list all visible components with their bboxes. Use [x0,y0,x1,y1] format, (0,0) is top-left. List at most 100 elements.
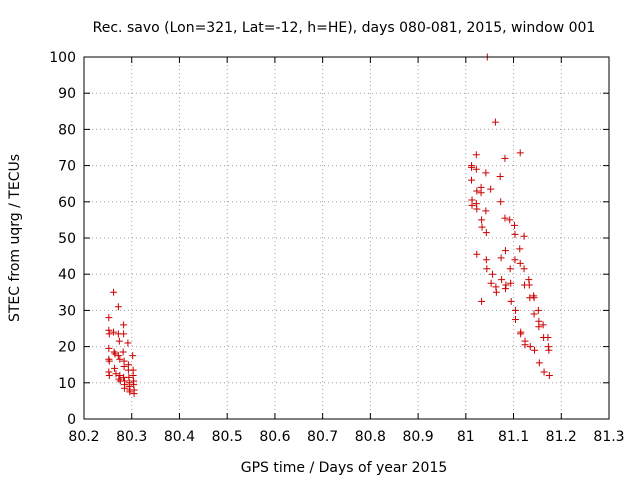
y-axis-label: STEC from uqrg / TECUs [7,154,23,322]
data-point [473,250,481,258]
data-point [497,198,505,206]
data-point [534,306,542,314]
data-point [483,265,491,273]
y-tick-label: 70 [58,159,76,175]
data-point [506,265,514,273]
data-point [544,334,552,342]
data-point [501,214,509,222]
data-point [501,247,509,255]
data-point [473,205,481,213]
data-point [105,372,113,380]
x-tick-label: 80.5 [212,429,243,445]
data-point [482,169,490,177]
y-tick-label: 40 [58,267,76,283]
data-point [115,337,123,345]
y-tick-label: 50 [58,231,76,247]
y-tick-label: 0 [67,412,76,428]
x-tick-label: 80.8 [355,429,386,445]
tick-labels: 80.2 80.3 80.4 80.5 80.6 80.7 80.8 80.9 81 81.1 81… [49,50,624,445]
data-point [511,315,519,323]
data-point [111,350,119,358]
grid-lines [84,57,609,419]
x-tick-label: 81.2 [546,429,577,445]
data-point [516,149,524,157]
data-point [120,363,128,371]
y-tick-label: 30 [58,303,76,319]
data-point [535,323,543,331]
data-point [491,118,499,126]
axis-ticks [83,56,610,420]
y-tick-label: 90 [58,86,76,102]
data-point [507,279,515,287]
data-point [477,189,485,197]
data-point [105,330,113,338]
data-point [501,154,509,162]
data-point [468,163,476,171]
data-point [468,201,476,209]
data-point [539,321,547,329]
data-point [511,230,519,238]
chart-title: Rec. savo (Lon=321, Lat=-12, h=HE), days… [93,20,596,36]
data-point [545,372,553,380]
data-point [531,346,539,354]
data-point [120,330,128,338]
data-point [112,370,120,378]
data-point [482,229,490,237]
y-tick-label: 20 [58,340,76,356]
x-tick-label: 80.3 [116,429,147,445]
y-tick-label: 10 [58,376,76,392]
x-tick-label: 80.2 [68,429,99,445]
data-point [110,288,118,296]
data-point [497,254,505,262]
x-tick-label: 80.9 [403,429,434,445]
x-axis-label: GPS time / Days of year 2015 [241,460,448,476]
data-point [105,314,113,322]
plot-frame [83,56,610,420]
data-point [473,187,481,195]
data-point [520,265,528,273]
data-point [468,176,476,184]
data-point [124,339,132,347]
data-point [511,256,519,264]
data-point [105,357,113,365]
data-point [535,359,543,367]
x-tick-label: 80.4 [164,429,195,445]
data-point [115,375,123,383]
x-tick-label: 81 [457,429,475,445]
data-point [472,151,480,159]
data-point [511,221,518,229]
data-point [121,384,129,392]
data-point [545,346,553,354]
data-point [114,352,122,360]
data-point [540,368,548,376]
data-point [110,328,118,336]
data-point [520,232,528,240]
data-point [472,165,480,173]
y-tick-label: 100 [49,50,76,66]
x-tick-label: 80.6 [259,429,290,445]
data-point [105,344,113,352]
data-point [511,306,519,314]
data-point [489,270,497,278]
data-point [119,348,127,356]
data-point [516,259,524,267]
data-point [526,343,534,351]
data-point [111,364,119,372]
x-tick-label: 81.1 [498,429,529,445]
data-point [478,297,486,305]
data-point [114,303,122,311]
data-point [506,216,514,224]
data-point [525,281,533,289]
data-point [496,172,504,180]
data-point [126,388,134,396]
data-point [530,294,538,302]
data-point [482,256,490,264]
data-point [487,279,495,287]
data-point [492,288,500,296]
data-point [507,297,515,305]
y-tick-label: 60 [58,195,76,211]
data-points [105,53,553,398]
y-tick-label: 80 [58,122,76,138]
